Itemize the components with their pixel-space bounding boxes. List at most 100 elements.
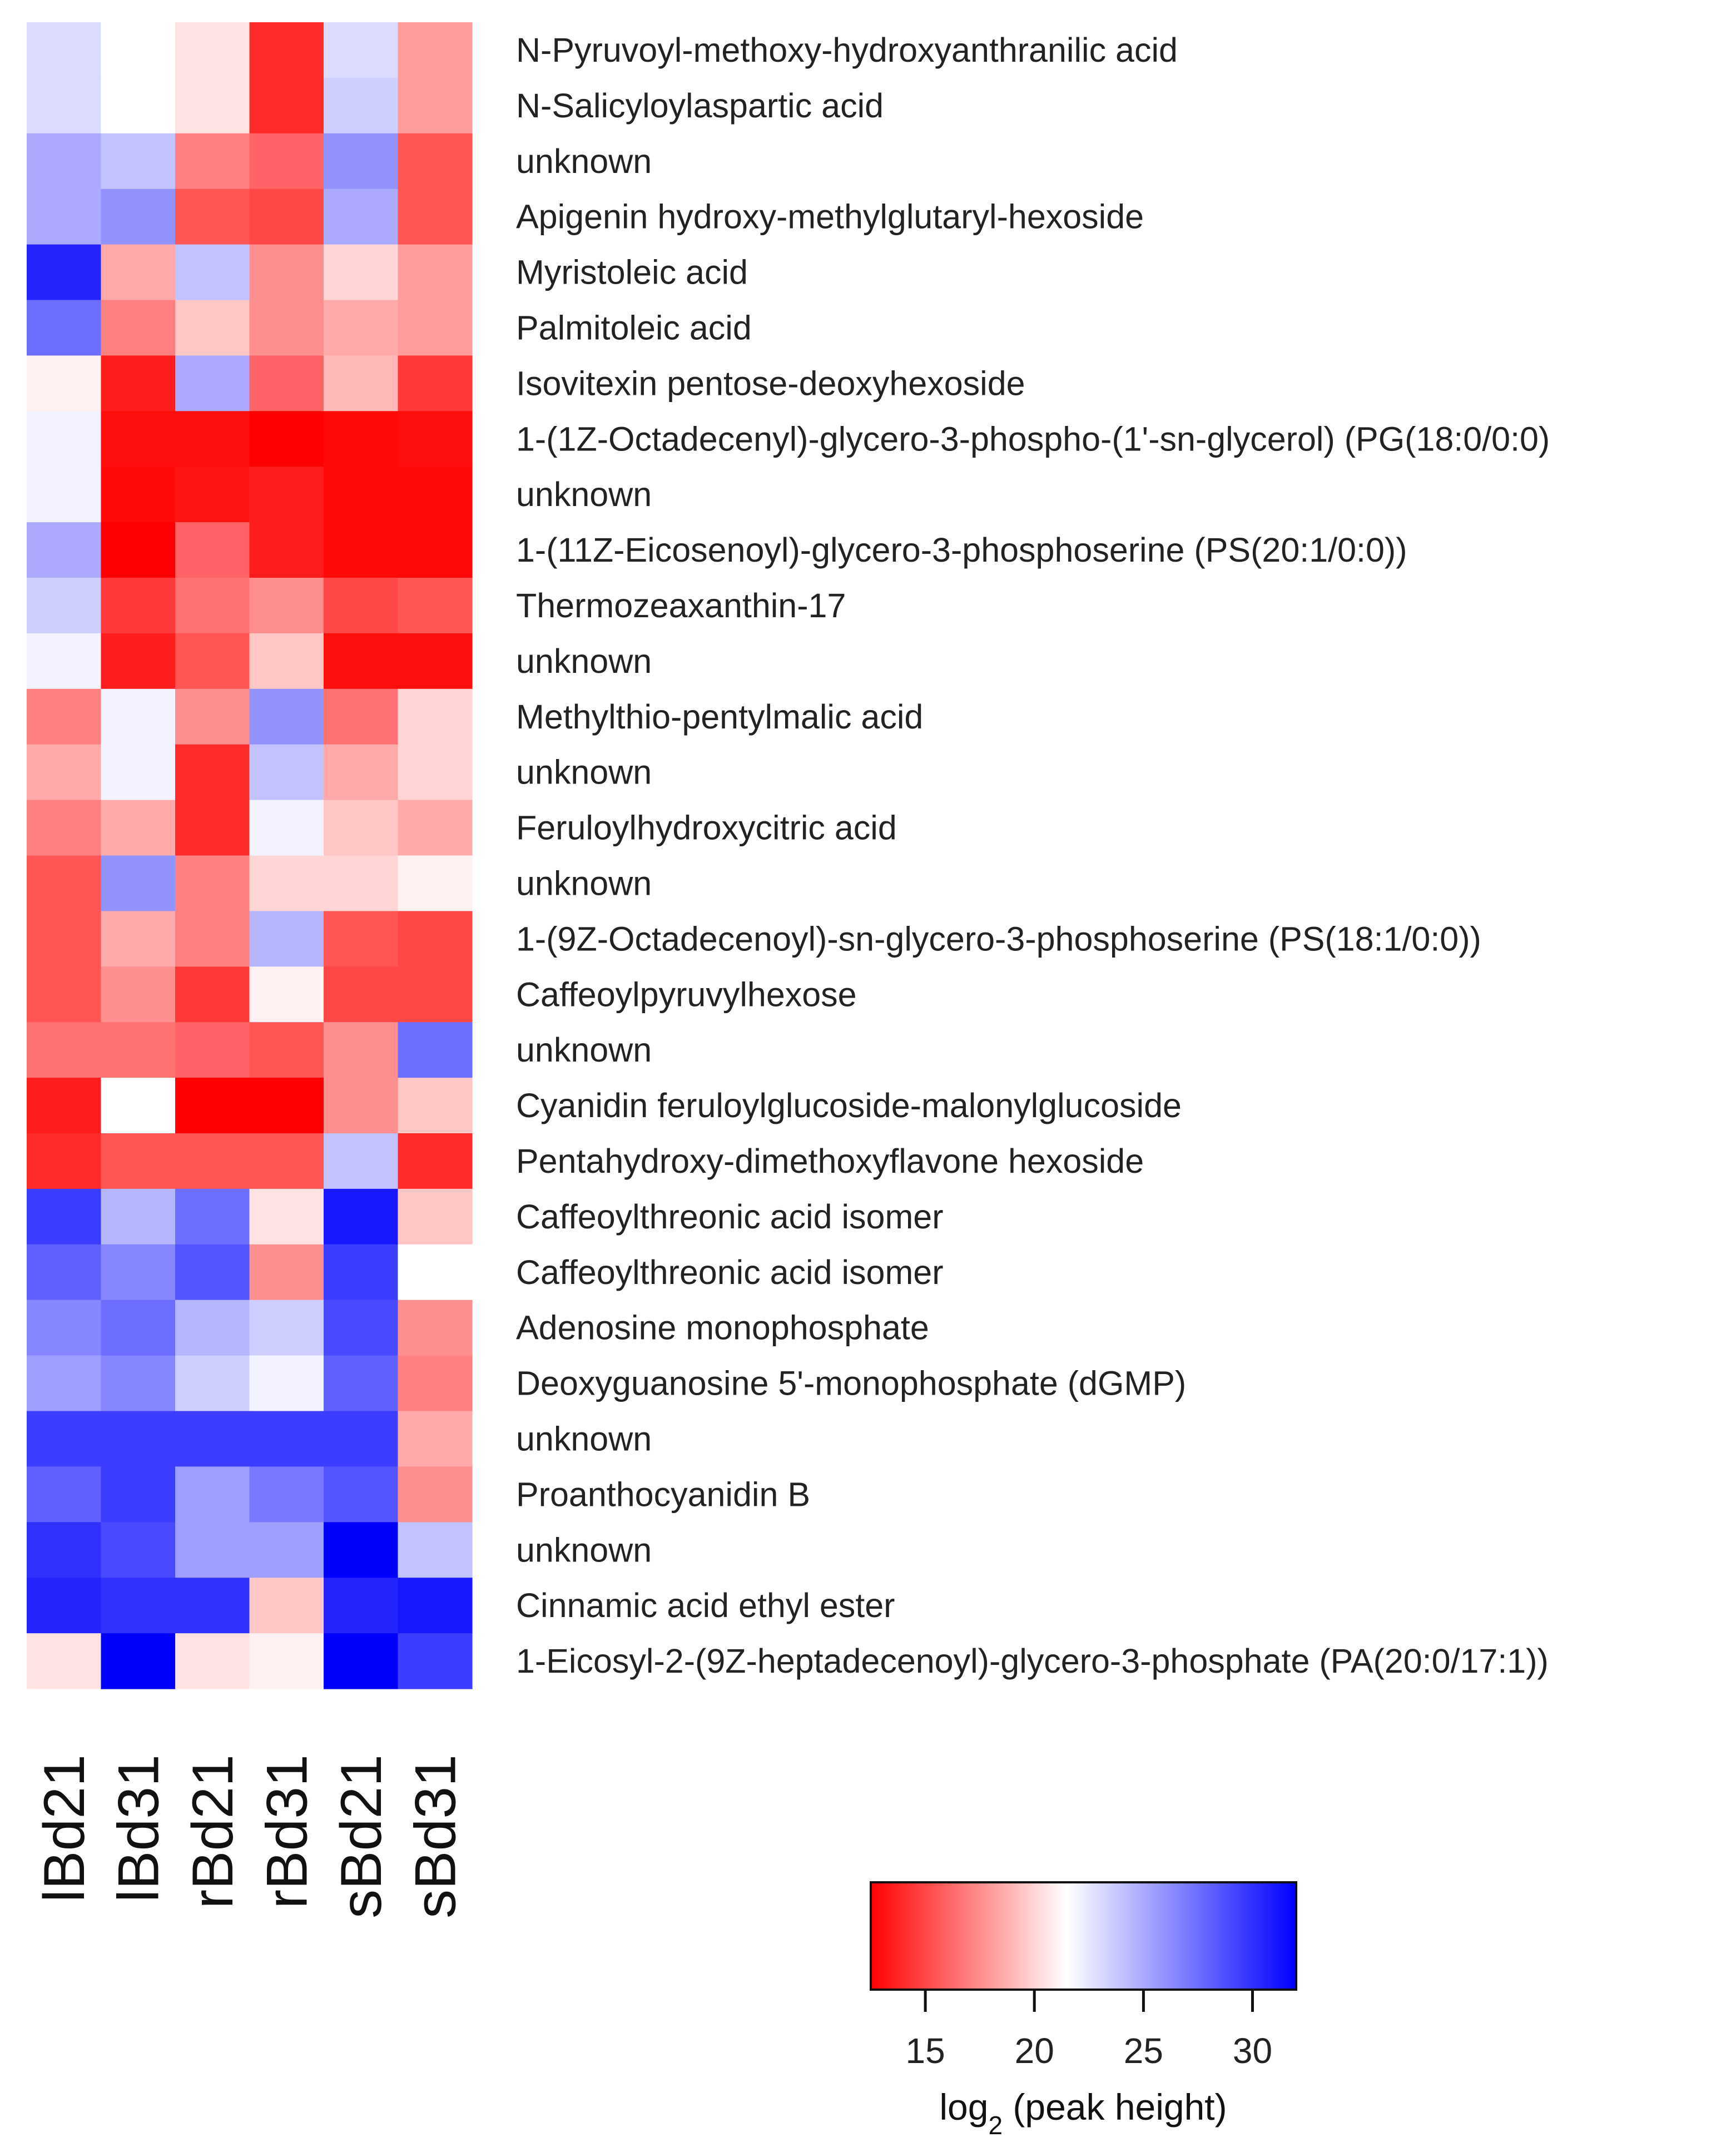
row-label: N-Pyruvoyl-methoxy-hydroxyanthranilic ac… — [516, 31, 1178, 69]
heatmap-cell — [175, 1300, 250, 1356]
heatmap-cell — [324, 633, 399, 690]
heatmap-cell — [324, 77, 399, 134]
heatmap-cell — [175, 1522, 250, 1578]
heatmap-cell — [249, 411, 324, 467]
heatmap-cell — [324, 411, 399, 467]
heatmap-cell — [249, 22, 324, 78]
heatmap-cell — [27, 244, 102, 301]
heatmap-cell — [27, 966, 102, 1023]
heatmap-cell — [175, 467, 250, 523]
heatmap-cell — [101, 855, 176, 911]
heatmap-cell — [101, 1633, 176, 1689]
heatmap-cell — [398, 411, 473, 467]
heatmap-cell — [249, 1078, 324, 1134]
heatmap-cell — [175, 1355, 250, 1412]
heatmap-cell — [101, 1133, 176, 1189]
heatmap-cell — [249, 300, 324, 356]
heatmap-cell — [175, 633, 250, 690]
heatmap-cell — [249, 1633, 324, 1689]
heatmap-cell — [101, 1300, 176, 1356]
heatmap-cell — [398, 744, 473, 801]
heatmap-cell — [175, 22, 250, 78]
heatmap-cell — [324, 522, 399, 578]
heatmap-cell — [175, 800, 250, 856]
heatmap-cell — [249, 911, 324, 967]
heatmap-cell — [101, 522, 176, 578]
heatmap-cell — [398, 467, 473, 523]
heatmap-cell — [249, 1133, 324, 1189]
row-label: unknown — [516, 1420, 652, 1457]
row-label: unknown — [516, 865, 652, 903]
heatmap-cell — [398, 77, 473, 134]
heatmap-cell — [324, 1133, 399, 1189]
heatmap-cell — [175, 355, 250, 411]
heatmap-cell — [324, 189, 399, 245]
heatmap-cell — [27, 578, 102, 634]
heatmap-cell — [175, 1244, 250, 1301]
heatmap-cell — [101, 1244, 176, 1301]
heatmap-cell — [249, 1522, 324, 1578]
heatmap-cell — [249, 1411, 324, 1467]
heatmap-cell — [27, 77, 102, 134]
heatmap-cell — [324, 467, 399, 523]
heatmap-cell — [101, 355, 176, 411]
heatmap-cell — [249, 800, 324, 856]
heatmap-cell — [175, 300, 250, 356]
heatmap-cell — [324, 1355, 399, 1412]
heatmap-cell — [398, 1466, 473, 1523]
row-label: Caffeoylpyruvylhexose — [516, 975, 857, 1013]
heatmap-cell — [249, 244, 324, 301]
row-label: Cyanidin feruloylglucoside-malonylglucos… — [516, 1087, 1182, 1124]
heatmap-cell — [398, 1411, 473, 1467]
heatmap-cell — [398, 1133, 473, 1189]
colorbar-title: log2 (peak height) — [939, 2086, 1227, 2140]
heatmap-cell — [249, 133, 324, 190]
heatmap-cell — [249, 1355, 324, 1412]
heatmap-cell — [101, 1411, 176, 1467]
heatmap-cell — [324, 800, 399, 856]
row-label: 1-Eicosyl-2-(9Z-heptadecenoyl)-glycero-3… — [516, 1642, 1549, 1680]
heatmap-cell — [324, 911, 399, 967]
heatmap-cell — [398, 1355, 473, 1412]
heatmap-cell — [249, 1188, 324, 1245]
heatmap-cell — [249, 578, 324, 634]
heatmap-cell — [175, 911, 250, 967]
heatmap-cell — [175, 411, 250, 467]
heatmap-cell — [101, 966, 176, 1023]
heatmap-cell — [249, 1578, 324, 1634]
heatmap-cell — [101, 1578, 176, 1634]
colorbar-tick-label: 25 — [1124, 2031, 1163, 2071]
heatmap-cell — [27, 855, 102, 911]
colorbar-ticks: 15 20 25 30 — [906, 1990, 1272, 2071]
colorbar-tick-label: 30 — [1233, 2031, 1272, 2071]
heatmap-cell — [249, 855, 324, 911]
heatmap-cell — [175, 1188, 250, 1245]
heatmap-cell — [27, 1188, 102, 1245]
row-label: Proanthocyanidin B — [516, 1475, 810, 1513]
heatmap-cell — [101, 133, 176, 190]
heatmap-cell — [175, 1022, 250, 1078]
heatmap-cell — [101, 189, 176, 245]
heatmap-cell — [101, 800, 176, 856]
heatmap-cell — [175, 133, 250, 190]
row-label: Caffeoylthreonic acid isomer — [516, 1253, 944, 1291]
heatmap-cell — [27, 355, 102, 411]
row-label: Thermozeaxanthin-17 — [516, 587, 846, 624]
heatmap-cell — [175, 189, 250, 245]
heatmap-cell — [324, 688, 399, 745]
heatmap-cell — [398, 855, 473, 911]
heatmap-cell — [398, 633, 473, 690]
heatmap-cell — [324, 744, 399, 801]
heatmap-cell — [101, 578, 176, 634]
heatmap-cell — [398, 22, 473, 78]
heatmap-cell — [27, 911, 102, 967]
heatmap-cell — [27, 1411, 102, 1467]
column-label: lBd31 — [106, 1754, 171, 1902]
heatmap-cell — [249, 633, 324, 690]
heatmap-cell — [398, 578, 473, 634]
heatmap-cell — [175, 855, 250, 911]
heatmap-cell — [398, 355, 473, 411]
heatmap-cell — [101, 22, 176, 78]
heatmap-cell — [101, 1188, 176, 1245]
